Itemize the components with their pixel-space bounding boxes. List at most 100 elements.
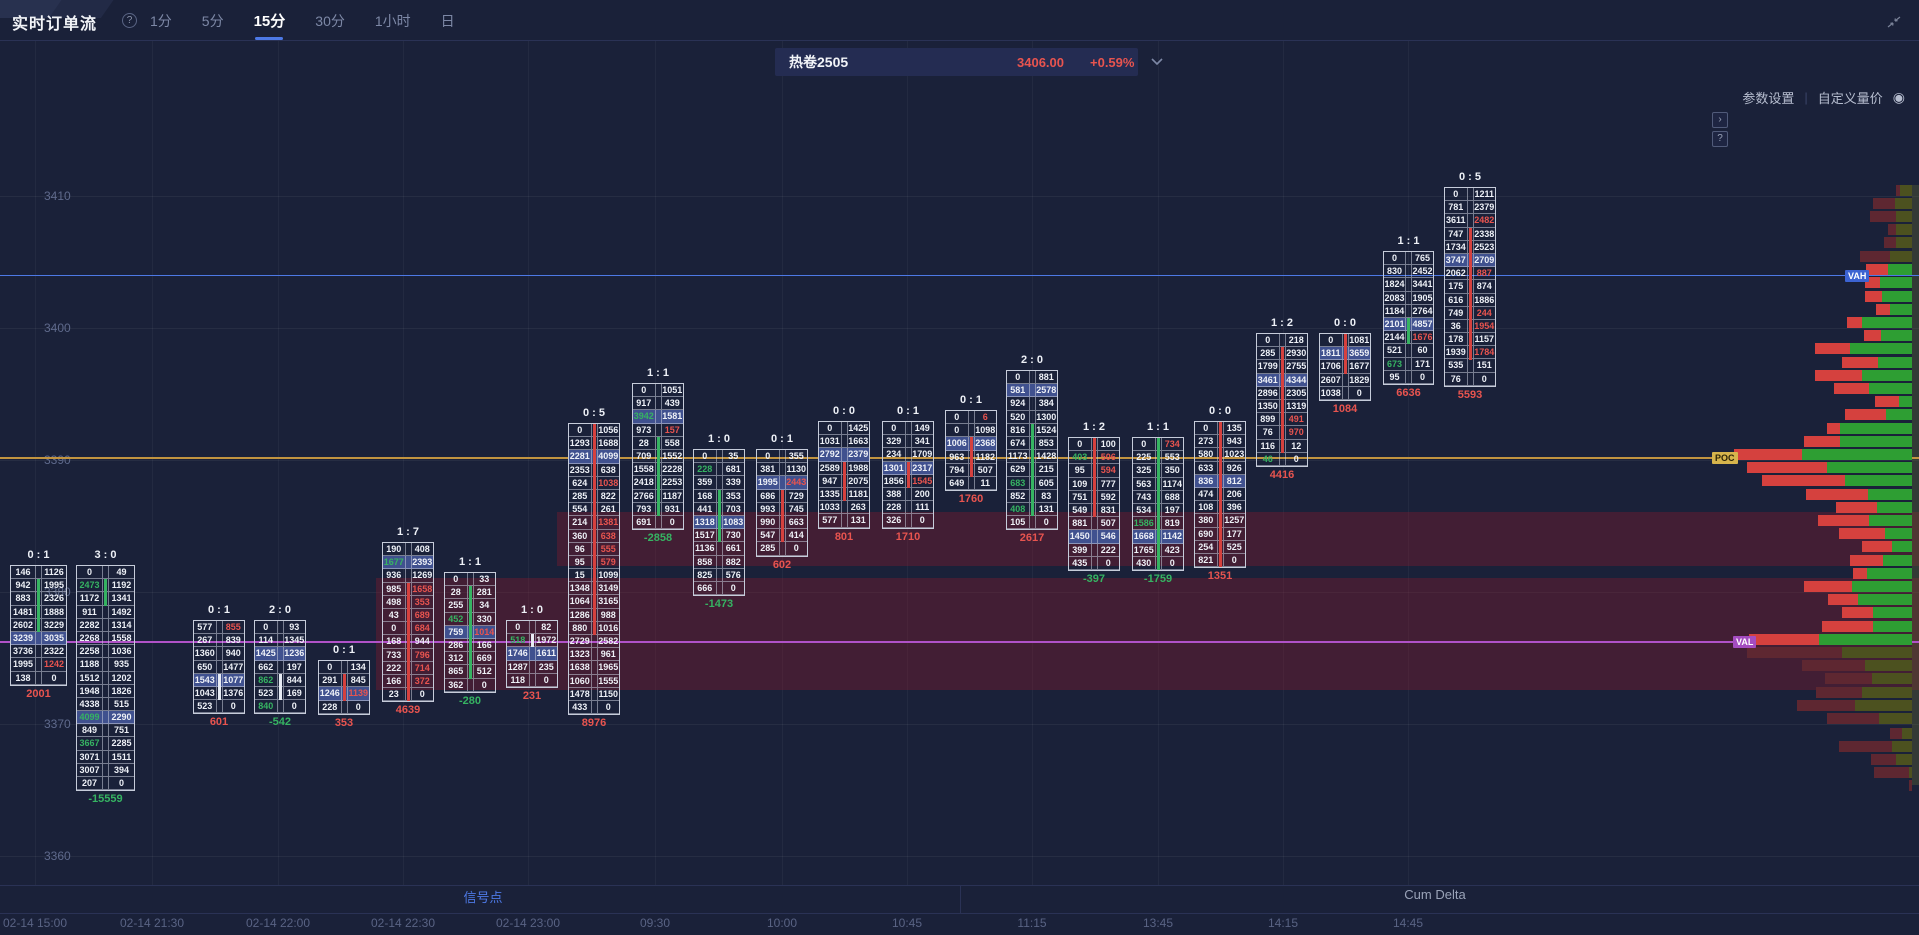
- tab-15分[interactable]: 15分: [252, 0, 288, 42]
- ask-cell: 11: [973, 476, 997, 490]
- v-gridline: [152, 41, 153, 885]
- bid-cell: 285: [757, 542, 780, 555]
- h-gridline: [0, 592, 1919, 593]
- panel-help-button[interactable]: ?: [1712, 131, 1728, 147]
- time-label: 14:45: [1392, 916, 1424, 930]
- bid-cell: 1638: [569, 661, 592, 674]
- ask-cell: 2305: [1284, 386, 1307, 399]
- h-gridline: [0, 460, 1919, 461]
- profile-bar-bid: [1816, 687, 1862, 698]
- bid-cell: 691: [633, 515, 656, 529]
- price-row: 359 339: [694, 476, 744, 490]
- bid-cell: 168: [694, 489, 717, 502]
- time-label: 02-14 15:00: [2, 916, 68, 930]
- bid-cell: 1060: [569, 674, 592, 687]
- bid-cell: 825: [694, 568, 717, 581]
- price-row: 1360 940: [194, 647, 244, 661]
- bid-cell: 942: [11, 579, 36, 592]
- signal-points-label[interactable]: 信号点: [463, 890, 503, 905]
- price-row: 4338 515: [77, 697, 134, 712]
- profile-bar-bid: [1853, 568, 1867, 579]
- ask-cell: 669: [472, 652, 496, 665]
- price-label: 3370: [44, 717, 71, 731]
- profile-bar-bid: [1860, 251, 1890, 262]
- bid-cell: 108: [1195, 501, 1218, 514]
- ask-cell: 218: [1284, 334, 1308, 347]
- bid-cell: 683: [1007, 476, 1030, 489]
- ask-cell: 515: [108, 697, 134, 711]
- price-row: 0 765: [1384, 252, 1433, 266]
- ask-cell: 1558: [108, 631, 134, 645]
- bid-cell: 616: [1445, 293, 1468, 306]
- bid-cell: 521: [1384, 344, 1406, 357]
- bid-cell: 95: [1069, 464, 1092, 477]
- cum-delta-label[interactable]: Cum Delta: [1404, 887, 1466, 902]
- profile-bar-ask: [1896, 211, 1912, 222]
- ask-cell: 1524: [1034, 423, 1057, 436]
- bid-cell: 563: [1133, 477, 1156, 490]
- bid-cell: 3071: [77, 750, 103, 763]
- bid-cell: 433: [569, 700, 592, 714]
- ask-cell: 734: [1160, 438, 1184, 451]
- tab-1小时[interactable]: 1小时: [374, 12, 411, 29]
- profile-bar-ask: [1877, 502, 1912, 513]
- profile-bar-ask: [1902, 728, 1912, 739]
- column-delta-footer: 801: [834, 530, 854, 543]
- panel-expand-button[interactable]: ›: [1712, 112, 1728, 128]
- custom-volume-price-button[interactable]: 自定义量价: [1817, 91, 1883, 106]
- ask-cell: 1376: [221, 686, 244, 700]
- bid-cell: 2353: [569, 463, 592, 476]
- ask-cell: 2368: [973, 437, 996, 450]
- bid-cell: 1184: [1384, 304, 1406, 317]
- bid-cell: 549: [1069, 503, 1092, 517]
- bid-cell: 0: [946, 424, 969, 437]
- bid-cell: 1799: [1257, 360, 1280, 373]
- collapse-icon[interactable]: [1887, 16, 1901, 28]
- delta-stripe: [217, 673, 221, 701]
- ask-cell: 730: [721, 529, 745, 542]
- bid-cell: 0: [445, 573, 468, 586]
- tab-1分[interactable]: 1分: [150, 12, 172, 29]
- help-icon[interactable]: ?: [122, 13, 137, 28]
- delta-stripe: [406, 582, 410, 702]
- profile-bar: [1828, 594, 1912, 605]
- bid-cell: 285: [569, 489, 592, 503]
- profile-bar-ask: [1885, 528, 1912, 539]
- ask-cell: 2709: [1472, 253, 1495, 267]
- tab-日[interactable]: 日: [440, 12, 455, 29]
- column-delta-footer: 601: [209, 716, 229, 729]
- bid-cell: 1558: [633, 463, 656, 476]
- profile-bar-bid: [1864, 330, 1881, 341]
- params-settings-button[interactable]: 参数设置: [1742, 91, 1795, 106]
- tab-30分[interactable]: 30分: [315, 12, 345, 29]
- bid-cell: 0: [569, 424, 592, 437]
- bid-cell: 3667: [77, 737, 103, 750]
- column-header: 0 : 0: [1208, 405, 1231, 417]
- ask-cell: 1552: [660, 449, 683, 463]
- price-row: 650 1477: [194, 660, 244, 674]
- profile-bar-bid: [1865, 277, 1880, 288]
- ask-cell: 2326: [41, 592, 66, 605]
- profile-bar-bid: [1834, 383, 1869, 394]
- price-row: 0 881: [1007, 371, 1057, 385]
- price-row: 190 408: [383, 543, 433, 557]
- ask-cell: 2285: [108, 737, 134, 750]
- ask-cell: 0: [346, 700, 370, 713]
- ask-cell: 151: [1472, 359, 1496, 372]
- price-row: 433 0: [569, 700, 619, 715]
- profile-bar-bid: [1842, 357, 1878, 368]
- price-row: 1478 1150: [569, 687, 619, 701]
- bid-cell: 291: [319, 674, 342, 687]
- tab-5分[interactable]: 5分: [201, 12, 224, 29]
- ask-cell: 1036: [108, 645, 134, 658]
- instrument-selector[interactable]: 热卷2505 3406.00 +0.59%: [775, 48, 1163, 76]
- gear-icon[interactable]: ◉: [1892, 89, 1905, 105]
- ask-cell: 525: [1222, 540, 1246, 553]
- chevron-down-icon[interactable]: [1150, 57, 1164, 66]
- bid-cell: 0: [946, 411, 969, 424]
- price-row: 76 0: [1445, 372, 1495, 386]
- ask-cell: 0: [784, 542, 808, 555]
- ask-cell: 1257: [1222, 514, 1245, 527]
- column-delta-footer: 602: [772, 558, 792, 571]
- profile-bar-ask: [1909, 767, 1912, 778]
